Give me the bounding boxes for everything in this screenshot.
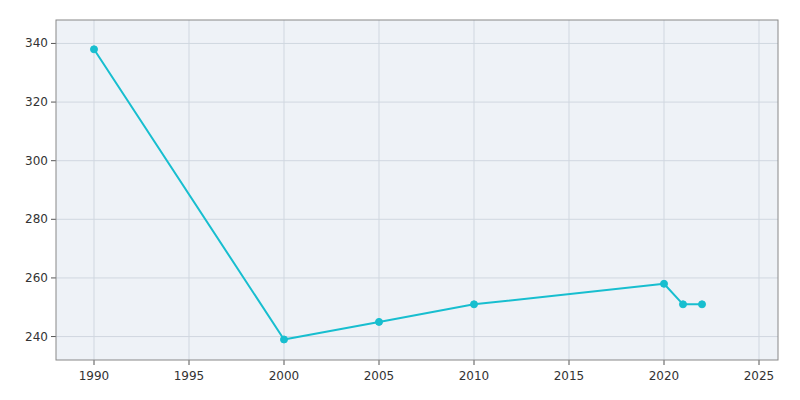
x-tick: [284, 360, 285, 365]
x-tick: [569, 360, 570, 365]
point: [281, 336, 288, 343]
y-grid-line: [56, 277, 778, 278]
x-tick-label: 2010: [459, 369, 490, 383]
chart-container: 1990 1995 2000 2005 2010 2015 2020 2025 240 260 28…: [0, 0, 800, 400]
x-grid-line: [759, 20, 760, 360]
series: [91, 46, 706, 343]
point: [661, 280, 668, 287]
x-grid-line: [379, 20, 380, 360]
x-tick-label: 2005: [364, 369, 395, 383]
x-tick: [379, 360, 380, 365]
x-grid-line: [94, 20, 95, 360]
x-grid-line: [664, 20, 665, 360]
y-tick-label: 340: [25, 36, 48, 50]
x-tick: [189, 360, 190, 365]
x-grid-line: [474, 20, 475, 360]
point: [471, 301, 478, 308]
x-tick-label: 2000: [269, 369, 300, 383]
line: [94, 49, 702, 339]
x-tick: [94, 360, 95, 365]
y-tick: [51, 336, 56, 337]
y-grid-line: [56, 160, 778, 161]
plot-background: [56, 20, 778, 360]
y-tick-label: 240: [25, 330, 48, 344]
point: [376, 318, 383, 325]
point: [699, 301, 706, 308]
y-tick: [51, 43, 56, 44]
grid: [56, 20, 778, 360]
x-tick: [474, 360, 475, 365]
y-grid-line: [56, 43, 778, 44]
y-tick-label: 300: [25, 154, 48, 168]
x-tick-label: 2020: [649, 369, 680, 383]
plot-frame: [56, 20, 778, 360]
y-tick: [51, 219, 56, 220]
y-grid-line: [56, 336, 778, 337]
y-tick-label: 260: [25, 271, 48, 285]
y-tick: [51, 160, 56, 161]
x-grid-line: [189, 20, 190, 360]
y-grid-line: [56, 219, 778, 220]
x-grid-line: [284, 20, 285, 360]
axes: 1990 1995 2000 2005 2010 2015 2020 2025 240 260 28…: [25, 20, 778, 383]
x-tick-label: 1990: [79, 369, 110, 383]
chart-svg: 1990 1995 2000 2005 2010 2015 2020 2025 240 260 28…: [0, 0, 800, 400]
x-tick-label: 1995: [174, 369, 205, 383]
y-grid-line: [56, 102, 778, 103]
y-tick: [51, 102, 56, 103]
point: [680, 301, 687, 308]
point: [91, 46, 98, 53]
x-tick-label: 2025: [744, 369, 775, 383]
x-tick-label: 2015: [554, 369, 585, 383]
y-tick-label: 320: [25, 95, 48, 109]
x-tick: [759, 360, 760, 365]
x-tick: [664, 360, 665, 365]
y-tick-label: 280: [25, 212, 48, 226]
x-grid-line: [569, 20, 570, 360]
y-tick: [51, 277, 56, 278]
